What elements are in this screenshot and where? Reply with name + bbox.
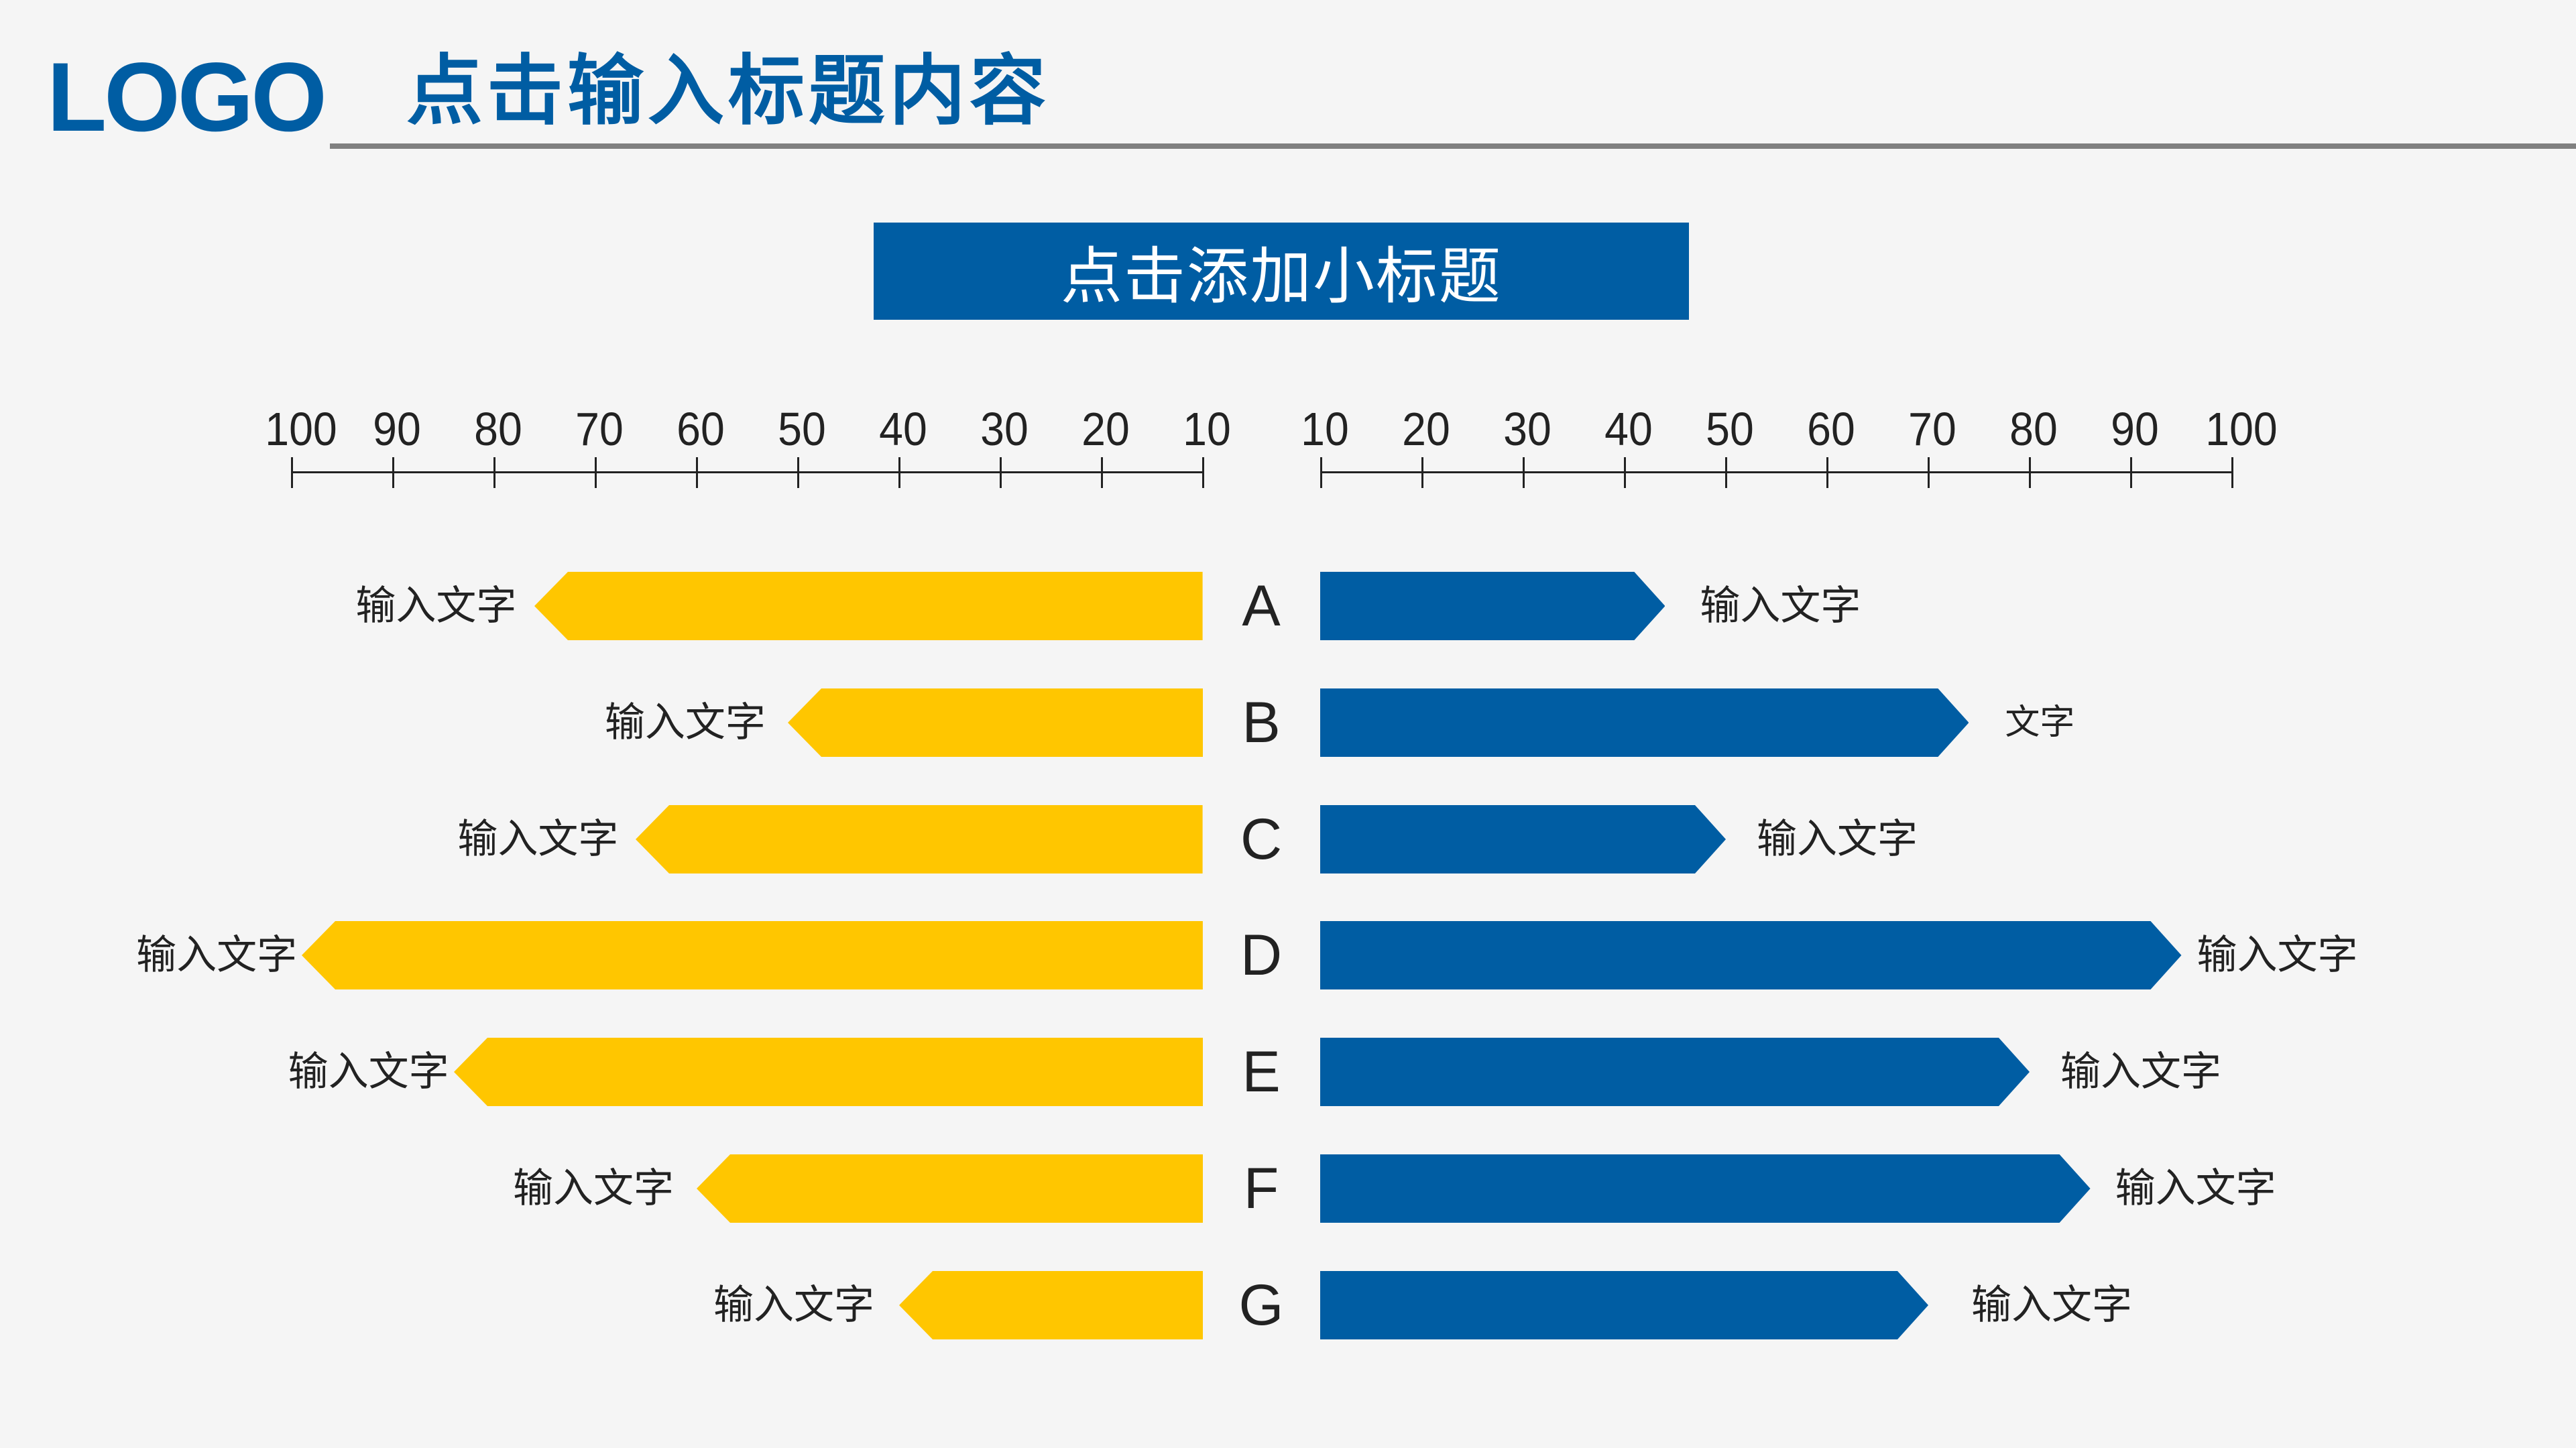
right-axis-tick-label: 50 bbox=[1706, 403, 1754, 455]
left-axis-tick-label: 60 bbox=[677, 403, 725, 455]
left-bar-label[interactable]: 输入文字 bbox=[288, 1048, 449, 1095]
right-bar-label[interactable]: 输入文字 bbox=[1700, 583, 1861, 629]
right-bar-label[interactable]: 输入文字 bbox=[2197, 932, 2358, 979]
right-axis-tick-label: 70 bbox=[1908, 403, 1956, 455]
right-axis-tick bbox=[1928, 457, 1930, 488]
left-axis-tick bbox=[493, 457, 495, 488]
left-bar-e[interactable] bbox=[453, 1038, 1203, 1106]
right-axis-tick bbox=[1624, 457, 1626, 488]
page-title[interactable]: 点击输入标题内容 bbox=[406, 46, 1051, 135]
logo: LOGO bbox=[47, 42, 327, 152]
left-axis-tick-label: 10 bbox=[1183, 403, 1231, 455]
left-axis-line bbox=[292, 471, 1204, 473]
right-bar-f[interactable] bbox=[1320, 1154, 2091, 1223]
right-axis-tick-label: 100 bbox=[2205, 403, 2278, 455]
category-label: A bbox=[1242, 574, 1281, 638]
left-axis-tick-label: 20 bbox=[1081, 403, 1130, 455]
left-bar-f[interactable] bbox=[697, 1154, 1203, 1223]
right-bar-e[interactable] bbox=[1320, 1038, 2030, 1106]
left-axis-tick-label: 90 bbox=[373, 403, 421, 455]
right-bar-b[interactable] bbox=[1320, 688, 1969, 757]
right-bar-label[interactable]: 输入文字 bbox=[2115, 1165, 2276, 1212]
right-axis-tick-label: 80 bbox=[2009, 403, 2058, 455]
right-axis-tick bbox=[1421, 457, 1423, 488]
right-axis-tick bbox=[1725, 457, 1727, 488]
left-bar-b[interactable] bbox=[787, 688, 1203, 757]
right-axis-tick-label: 30 bbox=[1503, 403, 1552, 455]
category-label: B bbox=[1242, 690, 1281, 755]
left-bar-label[interactable]: 输入文字 bbox=[355, 583, 517, 629]
right-bar-c[interactable] bbox=[1320, 805, 1726, 873]
right-axis-tick-label: 60 bbox=[1807, 403, 1855, 455]
left-bar-g[interactable] bbox=[899, 1271, 1203, 1339]
left-axis-tick-label: 70 bbox=[575, 403, 624, 455]
category-label: C bbox=[1240, 807, 1283, 871]
right-axis-tick-label: 40 bbox=[1604, 403, 1653, 455]
right-axis-tick bbox=[2029, 457, 2031, 488]
subtitle-text: 点击添加小标题 bbox=[1060, 241, 1502, 312]
right-axis-tick bbox=[1523, 457, 1525, 488]
left-bar-label[interactable]: 输入文字 bbox=[713, 1282, 874, 1329]
left-bar-label[interactable]: 输入文字 bbox=[513, 1165, 674, 1212]
left-axis-tick-label: 30 bbox=[980, 403, 1029, 455]
header-divider bbox=[330, 143, 2576, 149]
right-axis-tick-label: 20 bbox=[1402, 403, 1450, 455]
left-axis-tick bbox=[797, 457, 799, 488]
right-bar-d[interactable] bbox=[1320, 921, 2182, 989]
category-label: G bbox=[1238, 1273, 1284, 1337]
right-bar-label[interactable]: 输入文字 bbox=[1971, 1282, 2132, 1329]
left-axis-tick-label: 80 bbox=[474, 403, 522, 455]
right-axis-line bbox=[1321, 471, 2233, 473]
right-axis-tick bbox=[1320, 457, 1322, 488]
left-bar-label[interactable]: 输入文字 bbox=[457, 816, 619, 863]
left-axis-tick-label: 50 bbox=[778, 403, 826, 455]
category-label: D bbox=[1240, 923, 1283, 987]
left-bar-d[interactable] bbox=[302, 921, 1203, 989]
left-axis-tick bbox=[595, 457, 597, 488]
left-axis-tick bbox=[392, 457, 394, 488]
right-bar-label[interactable]: 输入文字 bbox=[2060, 1048, 2221, 1095]
left-axis-tick bbox=[1000, 457, 1002, 488]
left-bar-label[interactable]: 输入文字 bbox=[136, 932, 298, 979]
left-axis-tick bbox=[1202, 457, 1204, 488]
subtitle-banner[interactable]: 点击添加小标题 bbox=[874, 223, 1689, 320]
right-axis-tick bbox=[2130, 457, 2132, 488]
right-axis-tick bbox=[2231, 457, 2233, 488]
right-bar-label[interactable]: 输入文字 bbox=[1757, 816, 1918, 863]
left-axis-tick-label: 40 bbox=[879, 403, 927, 455]
right-bar-label[interactable]: 文字 bbox=[2005, 703, 2075, 743]
left-bar-a[interactable] bbox=[534, 572, 1203, 640]
right-axis-tick bbox=[1826, 457, 1828, 488]
left-axis-tick bbox=[696, 457, 698, 488]
category-label: E bbox=[1242, 1040, 1281, 1104]
right-bar-g[interactable] bbox=[1320, 1271, 1928, 1339]
right-axis-tick-label: 90 bbox=[2111, 403, 2159, 455]
left-axis-tick bbox=[1101, 457, 1103, 488]
left-bar-c[interactable] bbox=[636, 805, 1203, 873]
left-axis-tick bbox=[291, 457, 293, 488]
right-bar-a[interactable] bbox=[1320, 572, 1665, 640]
left-axis-tick bbox=[898, 457, 900, 488]
category-label: F bbox=[1243, 1156, 1279, 1221]
left-bar-label[interactable]: 输入文字 bbox=[604, 699, 766, 746]
right-axis-tick-label: 10 bbox=[1301, 403, 1349, 455]
left-axis-tick-label: 100 bbox=[265, 403, 337, 455]
